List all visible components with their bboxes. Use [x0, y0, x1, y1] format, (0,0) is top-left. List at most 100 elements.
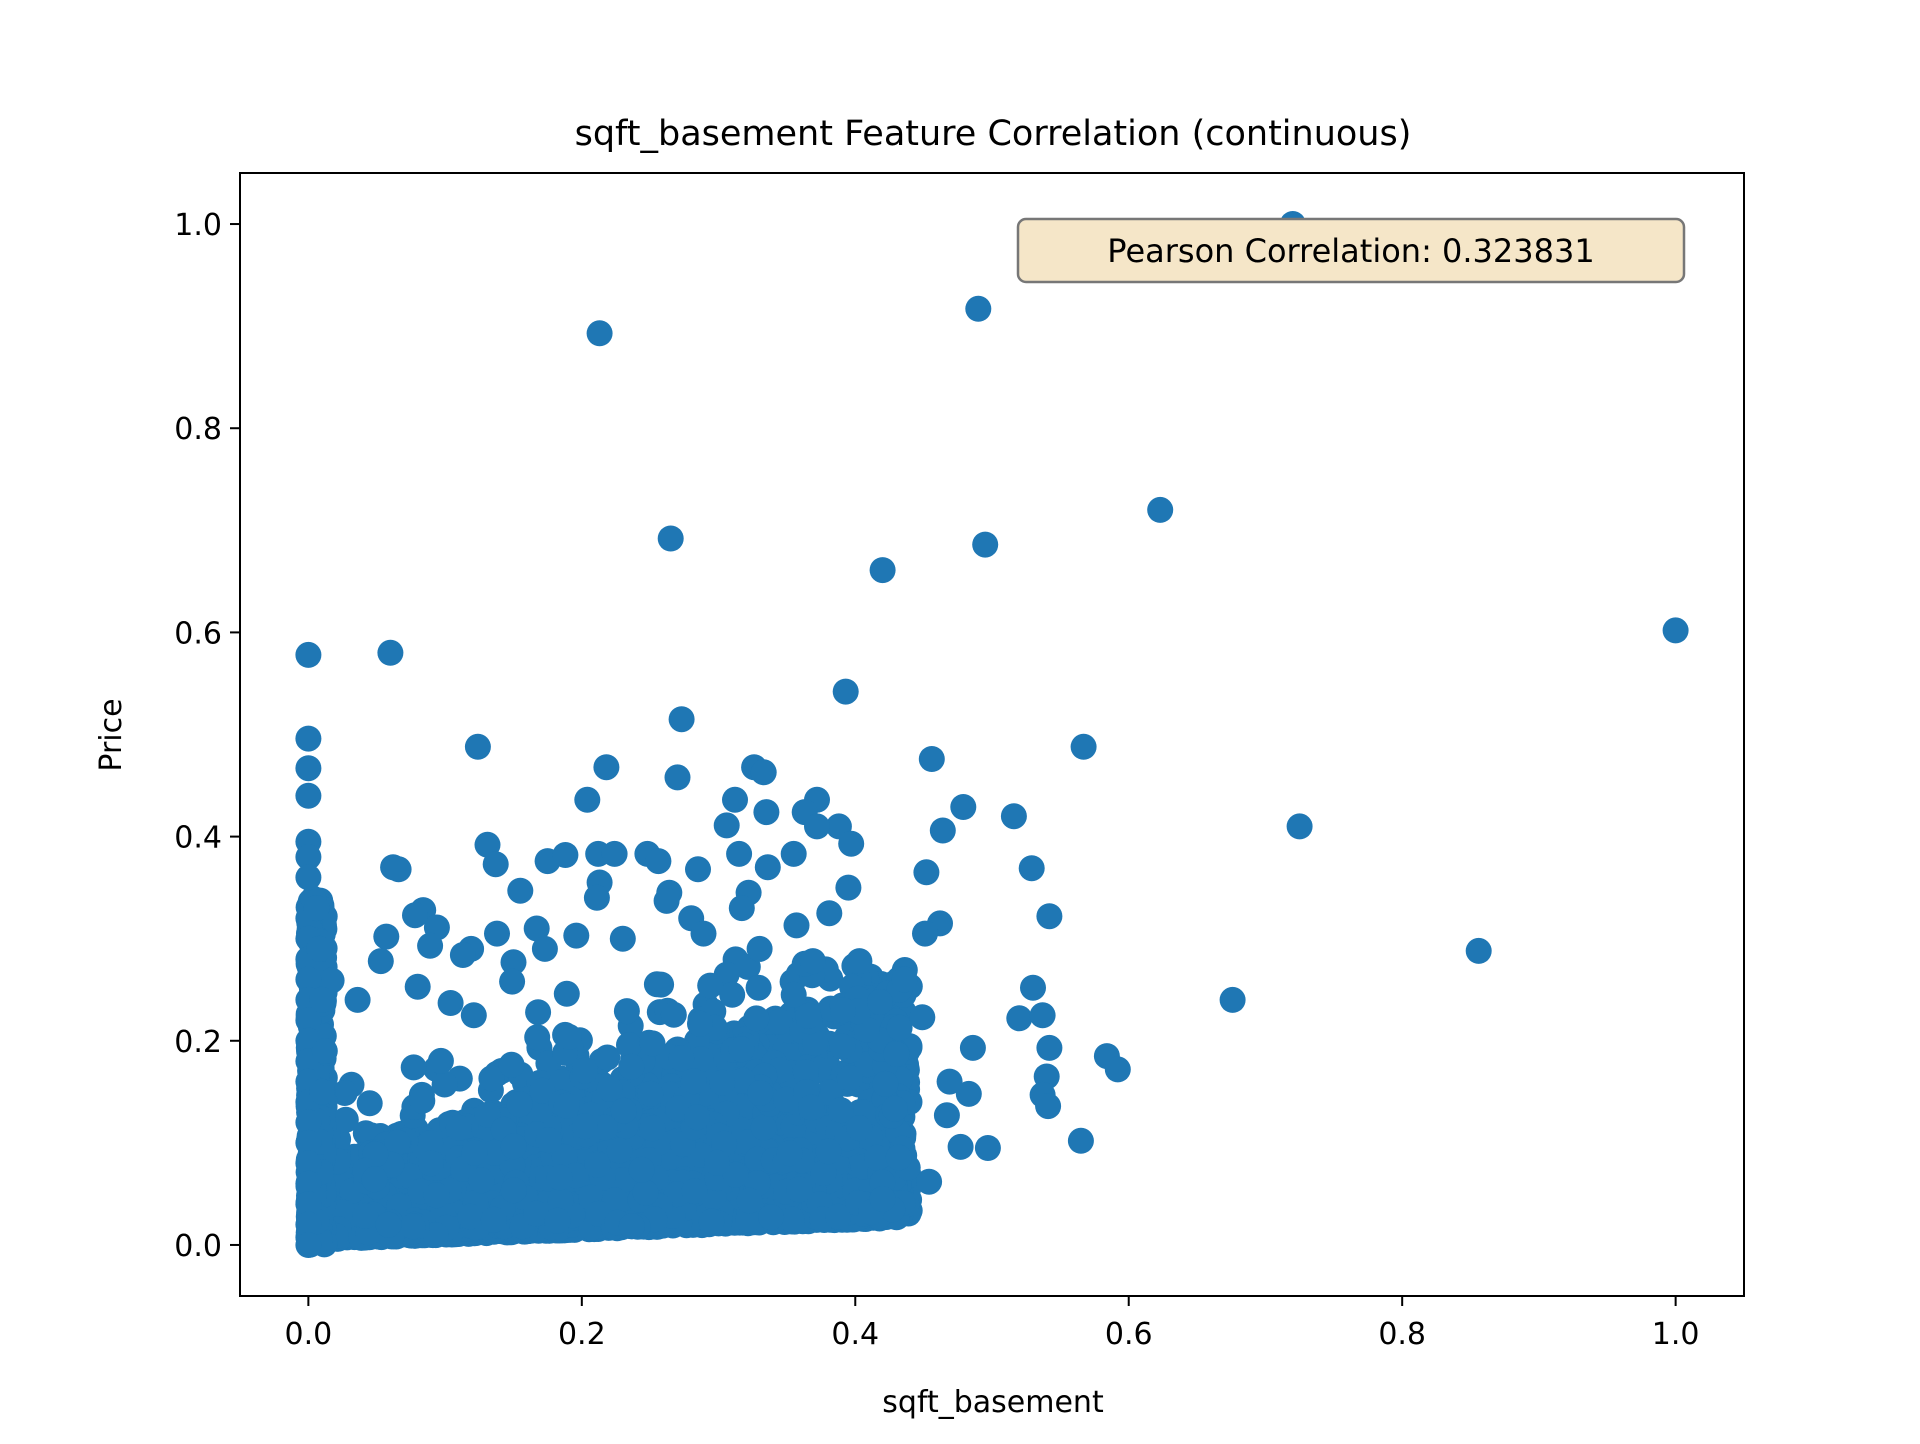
scatter-point: [295, 641, 322, 668]
scatter-point: [484, 920, 510, 947]
scatter-point: [1465, 937, 1492, 964]
scatter-point: [1036, 1034, 1063, 1061]
scatter-point: [830, 997, 856, 1024]
scatter-point: [417, 932, 444, 959]
scatter-point: [400, 1054, 427, 1081]
pearson-annotation: Pearson Correlation: 0.323831: [1016, 217, 1686, 284]
scatter-point: [524, 1024, 551, 1051]
scatter-point: [909, 1004, 936, 1031]
scatter-point: [933, 1102, 960, 1129]
scatter-point: [295, 1109, 322, 1136]
scatter-point: [352, 1202, 379, 1229]
scatter-point: [776, 1140, 803, 1167]
scatter-point: [955, 1080, 982, 1107]
scatter-point: [728, 895, 755, 922]
scatter-point: [616, 1032, 642, 1058]
scatter-point: [664, 764, 691, 791]
scatter-point: [1020, 974, 1046, 1001]
scatter-point: [746, 935, 773, 962]
scatter-point: [309, 986, 335, 1013]
scatter-point: [523, 915, 550, 942]
scatter-point: [1006, 1005, 1033, 1032]
scatter-point: [331, 1080, 358, 1106]
scatter-point: [1286, 813, 1313, 840]
scatter-point: [709, 1069, 736, 1096]
scatter-point: [384, 1129, 411, 1156]
scatter-point: [972, 531, 999, 558]
scatter-point: [653, 887, 680, 914]
scatter-point: [648, 971, 675, 998]
scatter-point: [829, 1033, 856, 1060]
annotation-text: Pearson Correlation: 0.323831: [1107, 232, 1594, 270]
scatter-point: [618, 1213, 645, 1240]
scatter-point: [1029, 1002, 1056, 1029]
scatter-point: [591, 1114, 618, 1141]
scatter-point: [445, 1114, 472, 1141]
scatter-point: [584, 1151, 611, 1178]
scatter-point: [778, 1206, 805, 1233]
scatter-point: [936, 1068, 963, 1095]
data-points: [295, 211, 1689, 1258]
y-axis-label: Price: [94, 698, 129, 771]
scatter-point: [461, 1139, 488, 1166]
scatter-point: [553, 1092, 580, 1119]
scatter-point: [886, 1014, 913, 1041]
scatter-point: [523, 1200, 550, 1227]
scatter-point: [773, 1086, 800, 1113]
scatter-point: [799, 948, 826, 975]
scatter-point: [295, 864, 322, 891]
chart-title: sqft_basement Feature Correlation (conti…: [575, 114, 1412, 154]
scatter-point: [795, 1002, 822, 1029]
scatter-point: [309, 1078, 335, 1105]
scatter-point: [637, 1080, 664, 1107]
scatter-point: [645, 848, 672, 875]
scatter-point: [810, 1160, 837, 1187]
scatter-point: [881, 1095, 908, 1122]
scatter-point: [385, 856, 412, 883]
scatter-point: [660, 1001, 687, 1028]
scatter-point: [572, 1057, 598, 1084]
scatter-point: [697, 972, 724, 999]
scatter-point: [1662, 617, 1689, 644]
scatter-point: [295, 1211, 322, 1238]
y-tick-label: 0.2: [174, 1025, 222, 1060]
scatter-point: [377, 639, 404, 666]
scatter-point: [571, 1113, 598, 1140]
scatter-point: [804, 813, 830, 840]
scatter-point: [295, 966, 322, 993]
scatter-point: [836, 1065, 863, 1091]
scatter-point: [750, 1114, 777, 1141]
scatter-point: [295, 1007, 322, 1034]
scatter-point: [918, 746, 945, 772]
scatter-point: [780, 840, 807, 867]
scatter-point: [780, 981, 807, 1008]
scatter-point: [478, 1065, 505, 1092]
scatter-point: [885, 1144, 912, 1171]
scatter-point: [457, 1203, 484, 1230]
scatter-point: [685, 856, 711, 883]
y-tick-label: 0.4: [174, 821, 222, 856]
scatter-point: [529, 1077, 556, 1104]
scatter-point: [500, 1177, 527, 1204]
scatter-point: [498, 1051, 525, 1078]
scatter-point: [786, 1176, 813, 1203]
scatter-point: [306, 935, 333, 962]
scatter-point: [594, 1044, 621, 1071]
scatter-point: [609, 1167, 636, 1194]
scatter-point: [754, 854, 781, 881]
scatter-point: [500, 949, 527, 976]
scatter-point: [632, 1179, 659, 1206]
scatter-point: [798, 1094, 825, 1121]
scatter-point: [736, 1187, 763, 1214]
scatter-point: [574, 786, 601, 813]
y-tick-label: 0.0: [174, 1229, 222, 1264]
scatter-point: [869, 1186, 896, 1212]
scatter-point: [916, 1168, 943, 1195]
x-axis-ticks: 0.0 0.2 0.4 0.6 0.8 1.0: [285, 1296, 1699, 1352]
scatter-point: [506, 1091, 533, 1118]
scatter-point: [332, 1106, 359, 1133]
scatter-point: [295, 844, 322, 870]
scatter-point: [417, 1130, 444, 1157]
scatter-point: [713, 812, 740, 839]
scatter-point: [690, 920, 717, 947]
